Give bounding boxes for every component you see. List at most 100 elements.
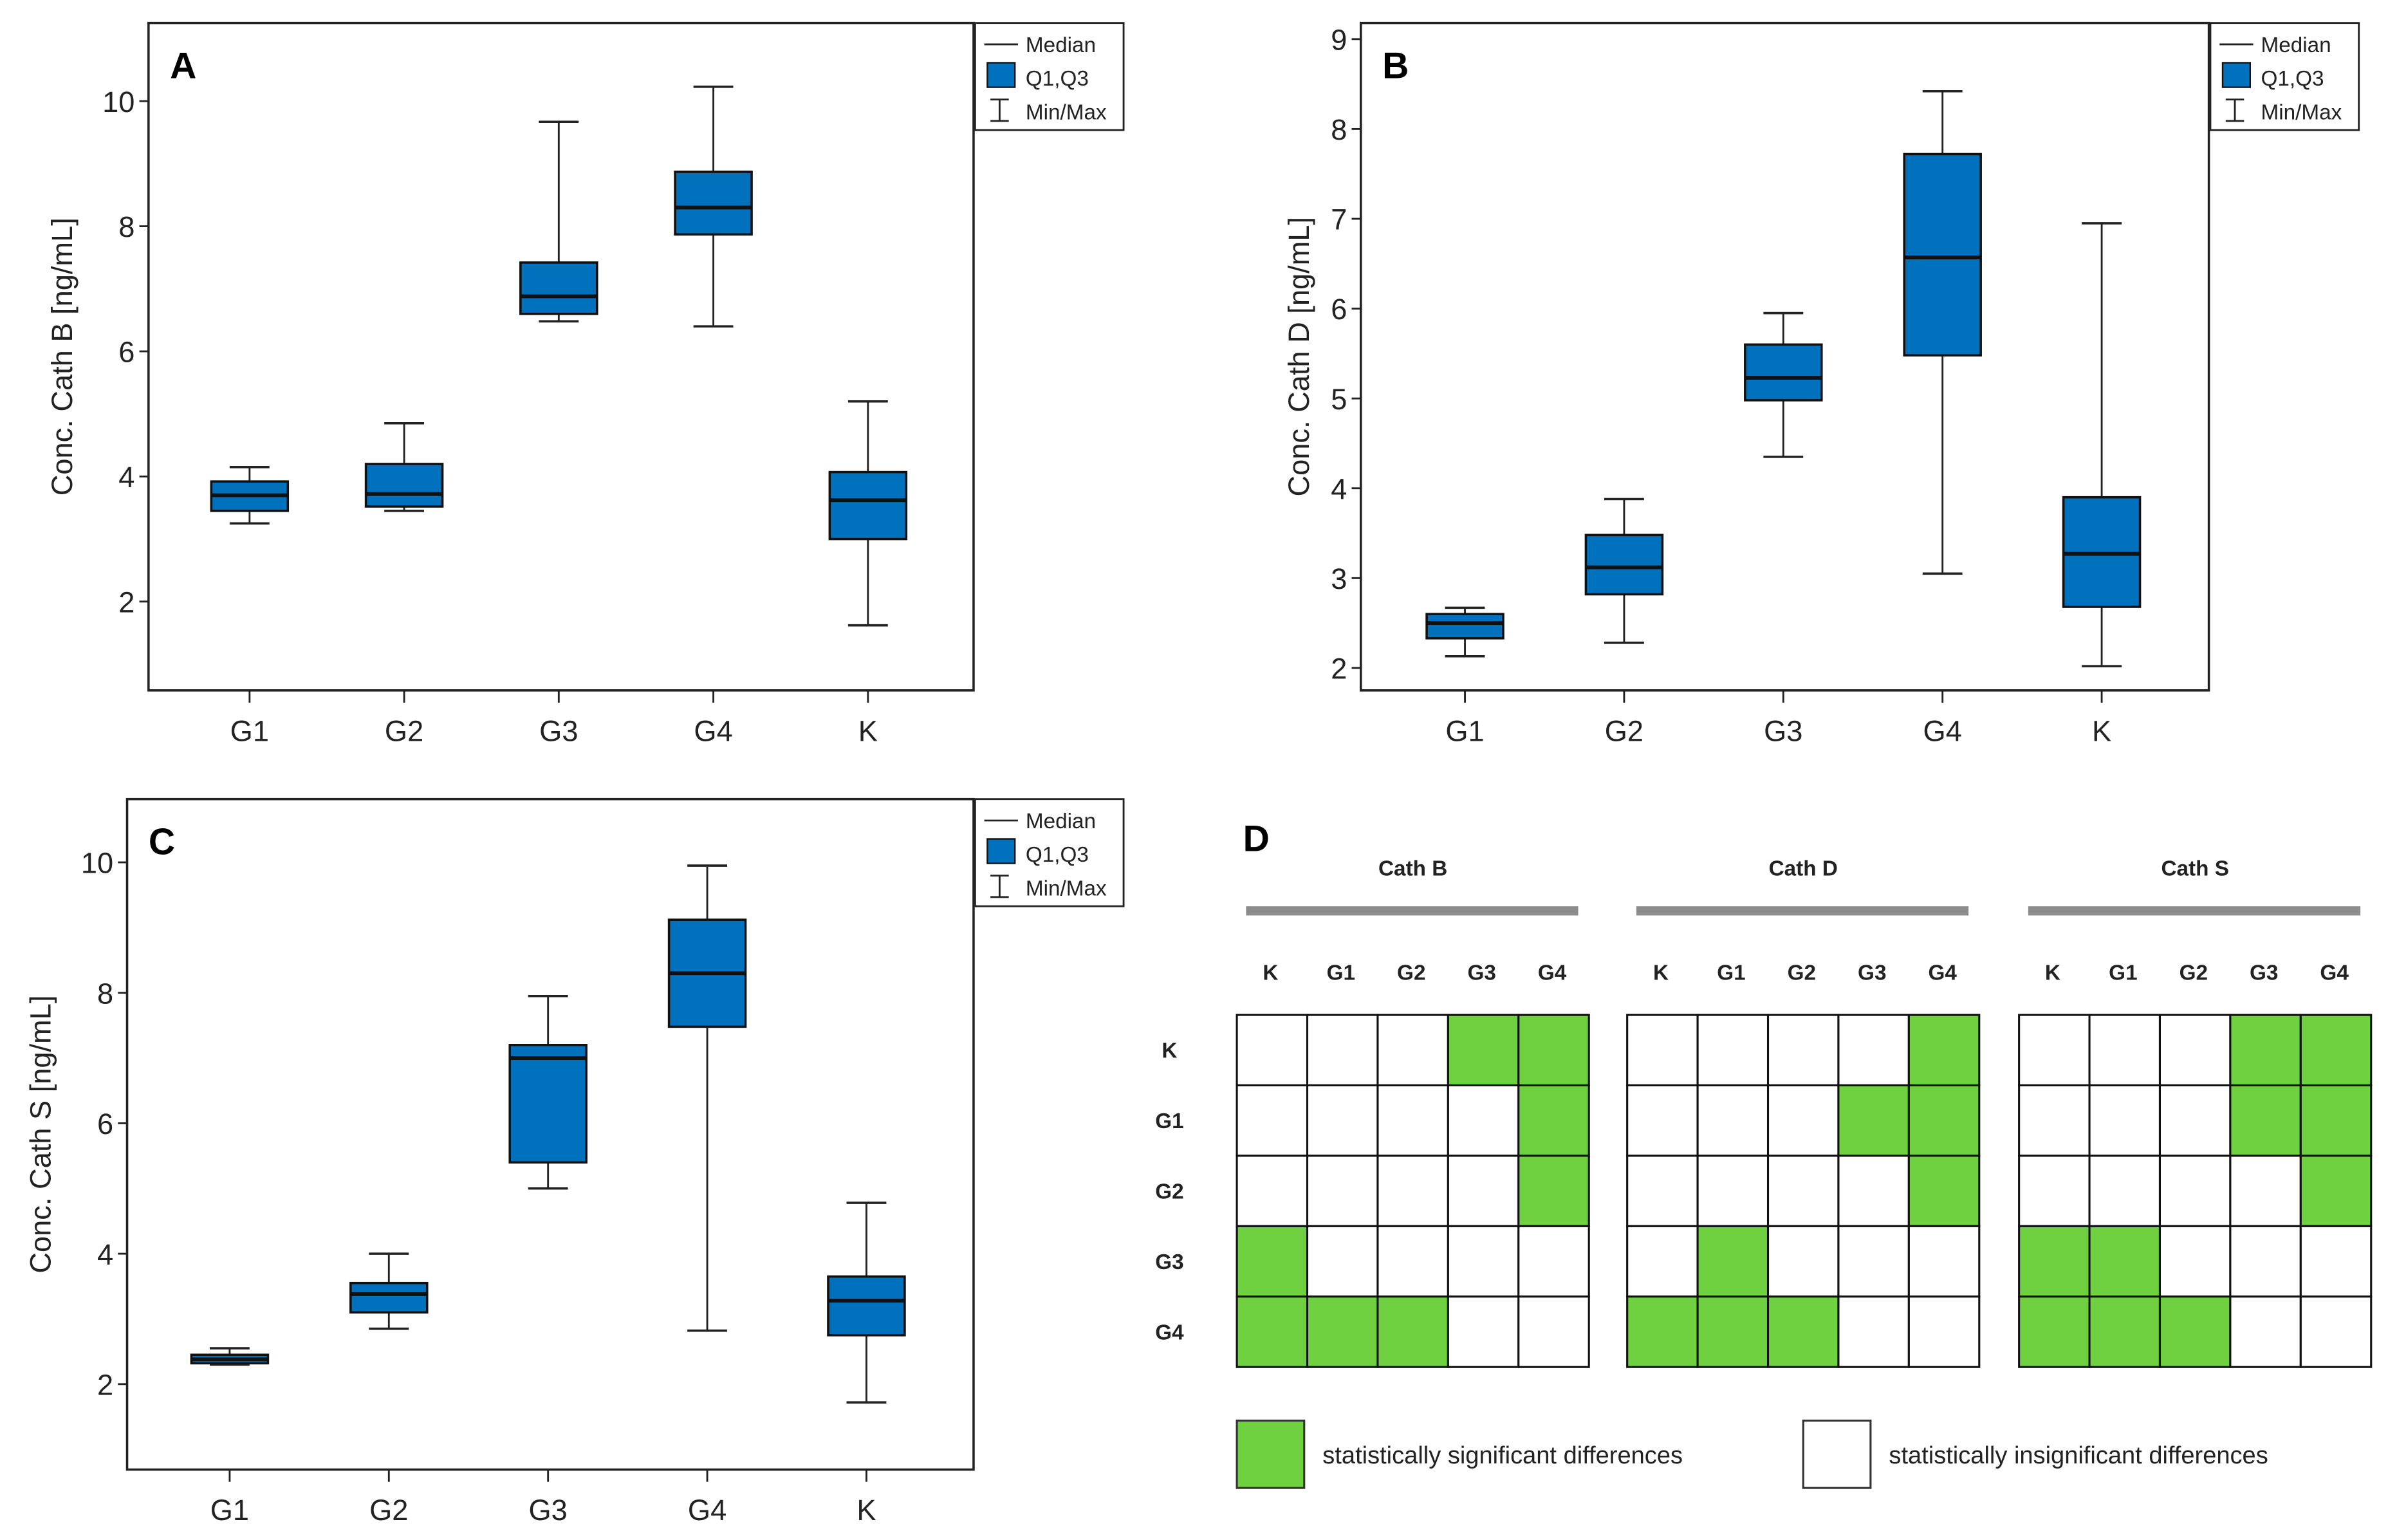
cell-insignificant	[2088, 1155, 2161, 1227]
x-tick-label: G2	[385, 714, 423, 747]
cell-significant	[1696, 1295, 1770, 1368]
y-tick-label: 2	[118, 586, 134, 618]
column-label: K	[1263, 961, 1278, 985]
legend: Median Q1,Q3 Min/Max	[2209, 22, 2360, 131]
x-tick-label: K	[858, 714, 878, 747]
cell-significant	[1907, 1084, 1981, 1157]
cell-insignificant	[1766, 1014, 1840, 1087]
boxplot-panel-a: A 2 4 6 8 10 Conc. Cath B [ng/mL] G1 G2 G3 G4 K Medi…	[46, 21, 1125, 747]
panel-label: B	[1382, 45, 1409, 86]
x-tick-label: K	[2092, 714, 2111, 747]
cell-insignificant	[1376, 1014, 1449, 1087]
plot-frame	[147, 21, 975, 692]
column-label: K	[2045, 961, 2060, 985]
legend-q1q3: Q1,Q3	[1026, 67, 1089, 91]
significant-legend-swatch	[1236, 1419, 1306, 1489]
y-tick-label: 4	[1331, 472, 1347, 505]
row-label: G4	[1155, 1321, 1184, 1344]
cell-insignificant	[2229, 1155, 2302, 1227]
cell-significant	[1696, 1225, 1770, 1298]
row-label: G1	[1155, 1109, 1183, 1133]
cell-significant	[2088, 1295, 2161, 1368]
x-tick-label: G2	[1605, 714, 1643, 747]
cell-significant	[1517, 1014, 1590, 1087]
y-tick-label: 10	[81, 847, 113, 880]
y-tick-label: 5	[1331, 383, 1347, 416]
cell-insignificant	[1236, 1014, 1309, 1087]
iqr-box	[1425, 613, 1504, 640]
cell-significant	[2229, 1014, 2302, 1087]
x-tick-label: G4	[688, 1494, 727, 1526]
cell-insignificant	[1766, 1225, 1840, 1298]
cell-significant	[2299, 1014, 2373, 1087]
iqr-box	[1744, 343, 1823, 402]
column-label: G3	[1858, 961, 1886, 985]
cell-insignificant	[1447, 1084, 1520, 1157]
boxplot-panel-b: B 2 3 4 5 6 7 8 9 Conc. Cath D [ng/mL] G1 G2 G3 G4 K Me…	[1282, 21, 2360, 747]
significant-legend-label: statistically significant differences	[1322, 1442, 1683, 1469]
column-label: G1	[1327, 961, 1355, 985]
cell-insignificant	[1447, 1295, 1520, 1368]
boxplot-panel-c: C 2 4 6 8 10 Conc. Cath S [ng/mL] G1 G2 G3 G4 K Medi…	[24, 797, 1125, 1526]
cell-insignificant	[1766, 1155, 1840, 1227]
cell-significant	[1907, 1155, 1981, 1227]
cell-significant	[2229, 1084, 2302, 1157]
row-label: K	[1162, 1039, 1177, 1063]
cell-insignificant	[1306, 1014, 1379, 1087]
matrix-cath-s: Cath S K G1 G2 G3 G4	[2018, 857, 2373, 1368]
y-tick-label: 3	[1331, 562, 1347, 595]
cell-insignificant	[1447, 1155, 1520, 1227]
x-tick-label: K	[856, 1494, 876, 1526]
column-label: G1	[1717, 961, 1745, 985]
cell-insignificant	[1766, 1084, 1840, 1157]
iqr-box	[1903, 153, 1982, 357]
x-tick-label: G1	[230, 714, 269, 747]
cell-insignificant	[1306, 1225, 1379, 1298]
legend-q1q3: Q1,Q3	[1026, 843, 1089, 867]
minmax-legend-icon	[990, 98, 1009, 122]
cell-insignificant	[1236, 1155, 1309, 1227]
cell-significant	[1236, 1225, 1309, 1298]
x-tick-label: G3	[539, 714, 578, 747]
title-bar	[1636, 906, 1969, 916]
legend-minmax: Min/Max	[1026, 877, 1107, 901]
cell-insignificant	[1626, 1155, 1699, 1227]
column-label: G2	[1397, 961, 1425, 985]
cell-significant	[1907, 1014, 1981, 1087]
column-label: G2	[2180, 961, 2208, 985]
x-tick-label: G3	[1764, 714, 1802, 747]
panel-label: A	[170, 45, 196, 86]
column-label: G4	[1928, 961, 1957, 985]
x-tick-label: G1	[1445, 714, 1484, 747]
column-label: K	[1653, 961, 1669, 985]
y-tick-label: 10	[102, 86, 134, 118]
legend-median: Median	[2261, 33, 2331, 57]
panel-label: D	[1243, 819, 1270, 860]
iqr-box	[519, 261, 598, 315]
matrix-title: Cath D	[1769, 857, 1838, 881]
cell-significant	[1766, 1295, 1840, 1368]
legend: Median Q1,Q3 Min/Max	[974, 22, 1125, 131]
y-tick-label: 7	[1331, 203, 1347, 236]
cell-significant	[1837, 1084, 1910, 1157]
legend-minmax: Min/Max	[1026, 101, 1107, 125]
minmax-legend-icon	[990, 875, 1009, 898]
cell-insignificant	[1696, 1084, 1770, 1157]
cell-significant	[1306, 1295, 1379, 1368]
cell-insignificant	[2018, 1084, 2091, 1157]
iqr-box	[827, 1275, 906, 1337]
column-label: G4	[2320, 961, 2349, 985]
column-label: G4	[1538, 961, 1567, 985]
cell-significant	[2299, 1084, 2373, 1157]
cell-insignificant	[2229, 1225, 2302, 1298]
y-tick-label: 2	[97, 1368, 113, 1401]
cell-insignificant	[2158, 1084, 2232, 1157]
cell-insignificant	[2088, 1084, 2161, 1157]
cell-significant	[2299, 1155, 2373, 1227]
cell-insignificant	[2158, 1155, 2232, 1227]
cell-significant	[1236, 1295, 1309, 1368]
y-tick-label: 6	[118, 336, 134, 369]
y-axis-label: Conc. Cath S [ng/mL]	[24, 996, 57, 1274]
cell-significant	[2018, 1295, 2091, 1368]
cell-insignificant	[2299, 1295, 2373, 1368]
